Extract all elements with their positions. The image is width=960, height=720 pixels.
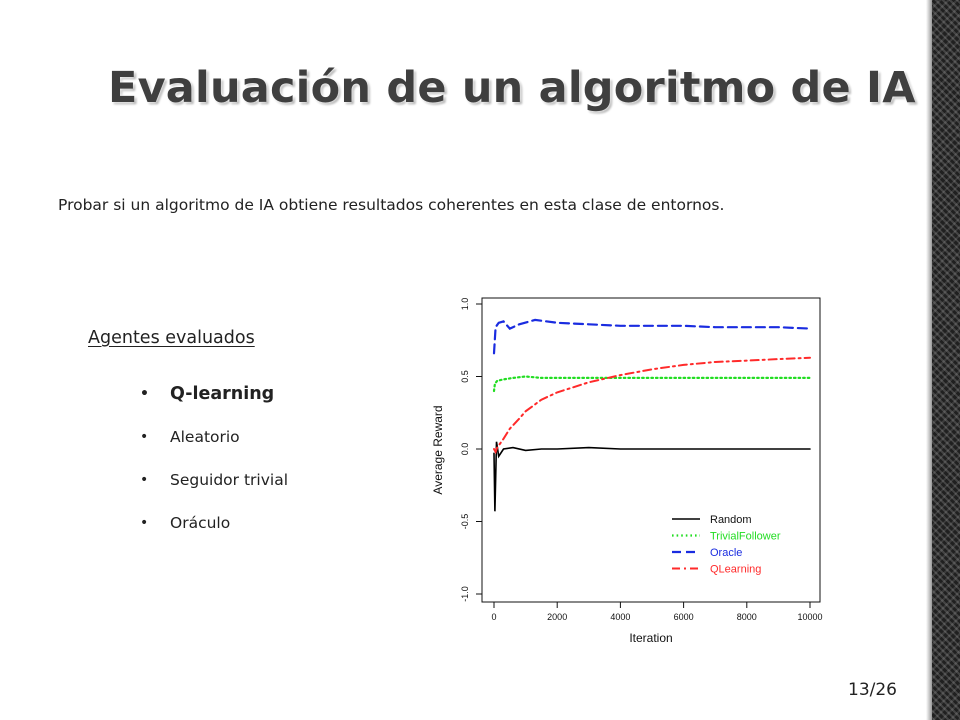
y-tick-label: 0.0	[460, 443, 470, 456]
agent-list: • Q-learning • Aleatorio • Seguidor trivial…	[140, 380, 288, 552]
y-tick-label: 1.0	[460, 298, 470, 311]
bullet-icon: •	[140, 386, 149, 402]
series-line-oracle	[492, 318, 812, 355]
x-tick-label: 8000	[737, 612, 757, 622]
x-tick-label: 10000	[797, 612, 822, 622]
slide-title: Evaluación de un algoritmo de IA	[108, 63, 916, 113]
legend-label: Random	[710, 514, 752, 526]
series-line-qlearning	[493, 356, 811, 455]
legend-label: Oracle	[710, 547, 742, 559]
series-line-random	[493, 441, 811, 512]
y-axis-label: Average Reward	[431, 405, 445, 494]
agent-item-seguidor-trivial: • Seguidor trivial	[140, 466, 288, 509]
agent-label: Q-learning	[170, 384, 275, 404]
plot-area: 0 2000 4000 6000 8000 10000 -1.0 -0.5 0.0 0.5 1.0 R…	[460, 298, 823, 622]
decorative-edge-strip	[926, 0, 960, 720]
series-line-trivialfollower	[492, 375, 812, 393]
legend-label: TrivialFollower	[710, 531, 781, 543]
x-tick-label: 2000	[547, 612, 567, 622]
y-tick-label: 0.5	[460, 370, 470, 383]
x-tick-label: 6000	[674, 612, 694, 622]
agent-label: Seguidor trivial	[170, 471, 289, 489]
average-reward-chart: 0 2000 4000 6000 8000 10000 -1.0 -0.5 0.0 0.5 1.0 R…	[424, 290, 830, 652]
agent-item-oraculo: • Oráculo	[140, 509, 288, 552]
page-number: 13/26	[848, 680, 897, 700]
agent-label: Oráculo	[170, 514, 231, 532]
bullet-icon: •	[140, 515, 149, 531]
plot-frame	[481, 297, 821, 603]
chart-background	[424, 290, 830, 652]
bullet-icon: •	[140, 472, 149, 488]
x-tick-label: 0	[491, 612, 496, 622]
agent-label: Aleatorio	[170, 428, 240, 446]
agent-item-q-learning: • Q-learning	[140, 380, 288, 423]
intro-text: Probar si un algoritmo de IA obtiene res…	[58, 196, 725, 214]
legend-label: QLearning	[710, 564, 761, 576]
agents-heading: Agentes evaluados	[88, 328, 255, 348]
y-tick-label: -0.5	[460, 514, 470, 530]
x-tick-label: 4000	[610, 612, 630, 622]
bullet-icon: •	[140, 429, 149, 445]
y-tick-label: -1.0	[460, 586, 470, 602]
x-axis-label: Iteration	[629, 631, 672, 645]
agent-item-aleatorio: • Aleatorio	[140, 423, 288, 466]
